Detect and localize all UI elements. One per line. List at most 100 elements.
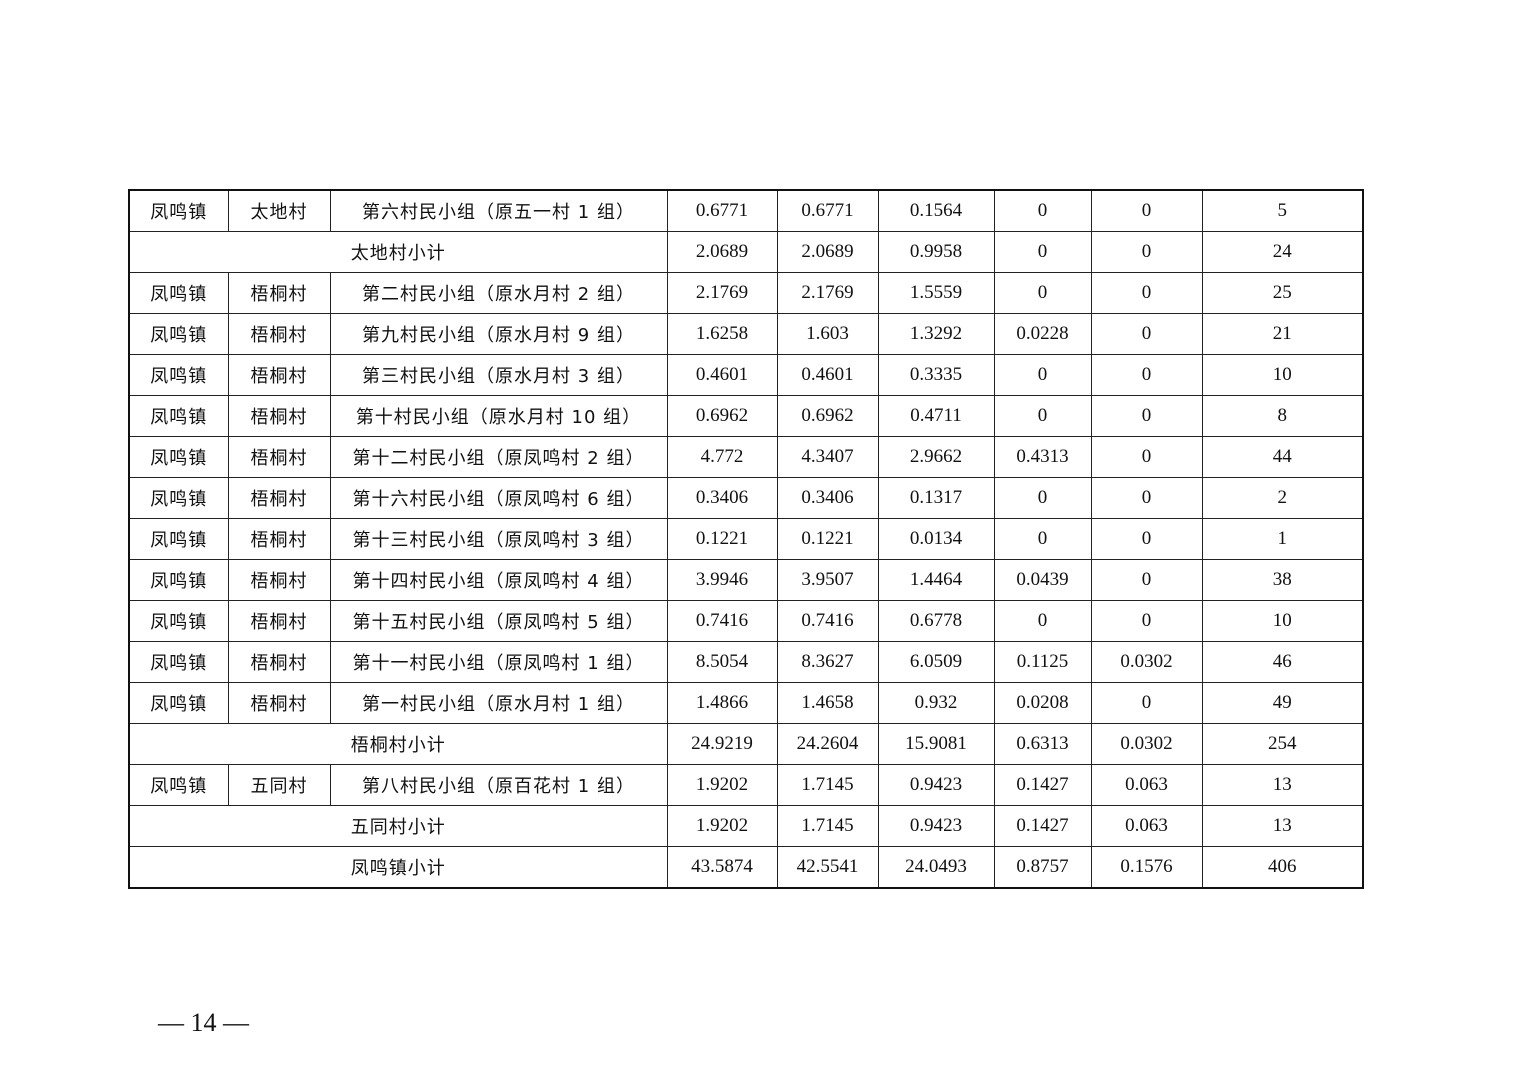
- value-cell: 1.4866: [666, 682, 778, 724]
- group-cell: 第十五村民小组（原凤鸣村 5 组）: [329, 600, 668, 642]
- value-cell: 8.3627: [776, 641, 879, 683]
- value-cell: 1.9202: [666, 764, 778, 806]
- value-cell: 0: [993, 395, 1092, 437]
- value-cell: 0: [993, 189, 1092, 232]
- value-cell: 1.7145: [776, 764, 879, 806]
- value-cell: 46: [1201, 641, 1364, 683]
- value-cell: 0.1317: [877, 477, 995, 519]
- subtotal-label: 凤鸣镇小计: [128, 846, 668, 889]
- value-cell: 2: [1201, 477, 1364, 519]
- value-cell: 0.0208: [993, 682, 1092, 724]
- value-cell: 0.1221: [666, 518, 778, 560]
- subtotal-row: 太地村小计 2.0689 2.0689 0.9958 0 0 24: [128, 231, 1364, 273]
- value-cell: 0.6771: [666, 189, 778, 232]
- value-cell: 2.0689: [776, 231, 879, 273]
- value-cell: 24: [1201, 231, 1364, 273]
- group-cell: 第十三村民小组（原凤鸣村 3 组）: [329, 518, 668, 560]
- subtotal-row: 五同村小计 1.9202 1.7145 0.9423 0.1427 0.063 13: [128, 805, 1364, 847]
- table-row: 凤鸣镇 梧桐村 第三村民小组（原水月村 3 组） 0.4601 0.4601 0.3335…: [128, 354, 1364, 396]
- value-cell: 0: [993, 477, 1092, 519]
- village-cell: 梧桐村: [227, 518, 331, 560]
- value-cell: 0.6313: [993, 723, 1092, 765]
- value-cell: 0.932: [877, 682, 995, 724]
- value-cell: 0.063: [1090, 764, 1203, 806]
- value-cell: 1.5559: [877, 272, 995, 314]
- value-cell: 0.0134: [877, 518, 995, 560]
- table-row: 凤鸣镇 梧桐村 第十五村民小组（原凤鸣村 5 组） 0.7416 0.7416 0.677…: [128, 600, 1364, 642]
- value-cell: 2.1769: [776, 272, 879, 314]
- value-cell: 0: [1090, 272, 1203, 314]
- land-table: 凤鸣镇 太地村 第六村民小组（原五一村 1 组） 0.6771 0.6771 0.1564…: [128, 189, 1364, 889]
- value-cell: 0.3335: [877, 354, 995, 396]
- value-cell: 1: [1201, 518, 1364, 560]
- value-cell: 0: [1090, 682, 1203, 724]
- value-cell: 0: [1090, 354, 1203, 396]
- value-cell: 1.603: [776, 313, 879, 355]
- town-cell: 凤鸣镇: [128, 477, 229, 519]
- table-row: 凤鸣镇 梧桐村 第二村民小组（原水月村 2 组） 2.1769 2.1769 1.5559…: [128, 272, 1364, 314]
- village-cell: 梧桐村: [227, 272, 331, 314]
- value-cell: 0: [1090, 477, 1203, 519]
- value-cell: 0: [1090, 518, 1203, 560]
- value-cell: 0.6778: [877, 600, 995, 642]
- town-cell: 凤鸣镇: [128, 354, 229, 396]
- village-cell: 梧桐村: [227, 477, 331, 519]
- group-cell: 第三村民小组（原水月村 3 组）: [329, 354, 668, 396]
- table-row: 凤鸣镇 梧桐村 第十三村民小组（原凤鸣村 3 组） 0.1221 0.1221 0.013…: [128, 518, 1364, 560]
- village-cell: 梧桐村: [227, 682, 331, 724]
- value-cell: 5: [1201, 189, 1364, 232]
- town-cell: 凤鸣镇: [128, 764, 229, 806]
- value-cell: 0.0302: [1090, 641, 1203, 683]
- value-cell: 1.4464: [877, 559, 995, 601]
- value-cell: 4.772: [666, 436, 778, 478]
- group-cell: 第二村民小组（原水月村 2 组）: [329, 272, 668, 314]
- village-cell: 梧桐村: [227, 313, 331, 355]
- value-cell: 0.6771: [776, 189, 879, 232]
- group-cell: 第十二村民小组（原凤鸣村 2 组）: [329, 436, 668, 478]
- value-cell: 3.9946: [666, 559, 778, 601]
- town-cell: 凤鸣镇: [128, 313, 229, 355]
- value-cell: 0.0302: [1090, 723, 1203, 765]
- value-cell: 0.1125: [993, 641, 1092, 683]
- value-cell: 0.6962: [776, 395, 879, 437]
- value-cell: 2.9662: [877, 436, 995, 478]
- subtotal-label: 太地村小计: [128, 231, 668, 273]
- value-cell: 0.1564: [877, 189, 995, 232]
- value-cell: 1.7145: [776, 805, 879, 847]
- value-cell: 8.5054: [666, 641, 778, 683]
- table-row: 凤鸣镇 梧桐村 第九村民小组（原水月村 9 组） 1.6258 1.603 1.3292 0…: [128, 313, 1364, 355]
- town-cell: 凤鸣镇: [128, 395, 229, 437]
- value-cell: 25: [1201, 272, 1364, 314]
- value-cell: 24.9219: [666, 723, 778, 765]
- value-cell: 15.9081: [877, 723, 995, 765]
- group-cell: 第八村民小组（原百花村 1 组）: [329, 764, 668, 806]
- table-row: 凤鸣镇 梧桐村 第十六村民小组（原凤鸣村 6 组） 0.3406 0.3406 0.131…: [128, 477, 1364, 519]
- value-cell: 0.7416: [776, 600, 879, 642]
- value-cell: 0.3406: [776, 477, 879, 519]
- value-cell: 24.0493: [877, 846, 995, 889]
- value-cell: 4.3407: [776, 436, 879, 478]
- value-cell: 21: [1201, 313, 1364, 355]
- subtotal-row: 凤鸣镇小计 43.5874 42.5541 24.0493 0.8757 0.1576 40…: [128, 846, 1364, 889]
- value-cell: 0.7416: [666, 600, 778, 642]
- table-row: 凤鸣镇 梧桐村 第十村民小组（原水月村 10 组） 0.6962 0.6962 0.471…: [128, 395, 1364, 437]
- value-cell: 0: [1090, 436, 1203, 478]
- value-cell: 0: [1090, 559, 1203, 601]
- value-cell: 0: [1090, 395, 1203, 437]
- town-cell: 凤鸣镇: [128, 600, 229, 642]
- value-cell: 0.063: [1090, 805, 1203, 847]
- table-row: 凤鸣镇 梧桐村 第一村民小组（原水月村 1 组） 1.4866 1.4658 0.932 0…: [128, 682, 1364, 724]
- value-cell: 38: [1201, 559, 1364, 601]
- town-cell: 凤鸣镇: [128, 641, 229, 683]
- value-cell: 13: [1201, 805, 1364, 847]
- group-cell: 第九村民小组（原水月村 9 组）: [329, 313, 668, 355]
- value-cell: 0.1576: [1090, 846, 1203, 889]
- page-number: — 14 —: [158, 1008, 249, 1037]
- value-cell: 10: [1201, 354, 1364, 396]
- value-cell: 254: [1201, 723, 1364, 765]
- value-cell: 0.4711: [877, 395, 995, 437]
- value-cell: 1.4658: [776, 682, 879, 724]
- village-cell: 太地村: [227, 189, 331, 232]
- table-row: 凤鸣镇 梧桐村 第十一村民小组（原凤鸣村 1 组） 8.5054 8.3627 6.050…: [128, 641, 1364, 683]
- table-row: 凤鸣镇 梧桐村 第十四村民小组（原凤鸣村 4 组） 3.9946 3.9507 1.446…: [128, 559, 1364, 601]
